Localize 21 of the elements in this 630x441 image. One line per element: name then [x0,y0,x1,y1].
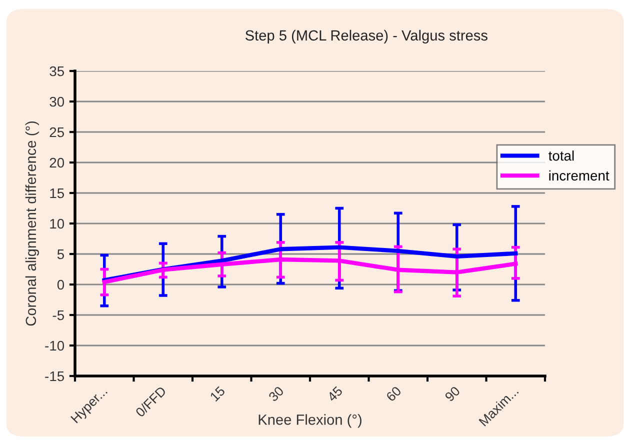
y-tick-label: 35 [50,66,64,76]
x-tick-label: 30 [268,386,284,402]
y-tick-label: -15 [45,371,64,382]
y-axis-title: Coronal alignment difference (°) [25,122,39,326]
y-tick-label: 25 [50,127,64,138]
chart-title: Step 5 (MCL Release) - Valgus stress [245,30,488,44]
x-tick-label: 45 [326,386,344,402]
y-tick-label: 20 [50,158,64,168]
x-axis-title: Knee Flexion (°) [258,414,362,428]
y-tick-label: 15 [50,188,64,198]
y-tick-label: -5 [52,310,64,320]
x-tick-label: 90 [444,386,461,402]
x-tick-label: 60 [386,386,402,402]
y-tick-label: -10 [45,340,64,351]
legend-label: total [548,150,574,161]
legend-label: increment [549,170,610,181]
y-tick-label: 0 [57,280,64,290]
y-tick-label: 10 [50,218,64,229]
x-tick-label: 15 [210,386,226,402]
y-tick-label: 30 [50,96,64,107]
y-tick-label: 5 [57,249,64,260]
